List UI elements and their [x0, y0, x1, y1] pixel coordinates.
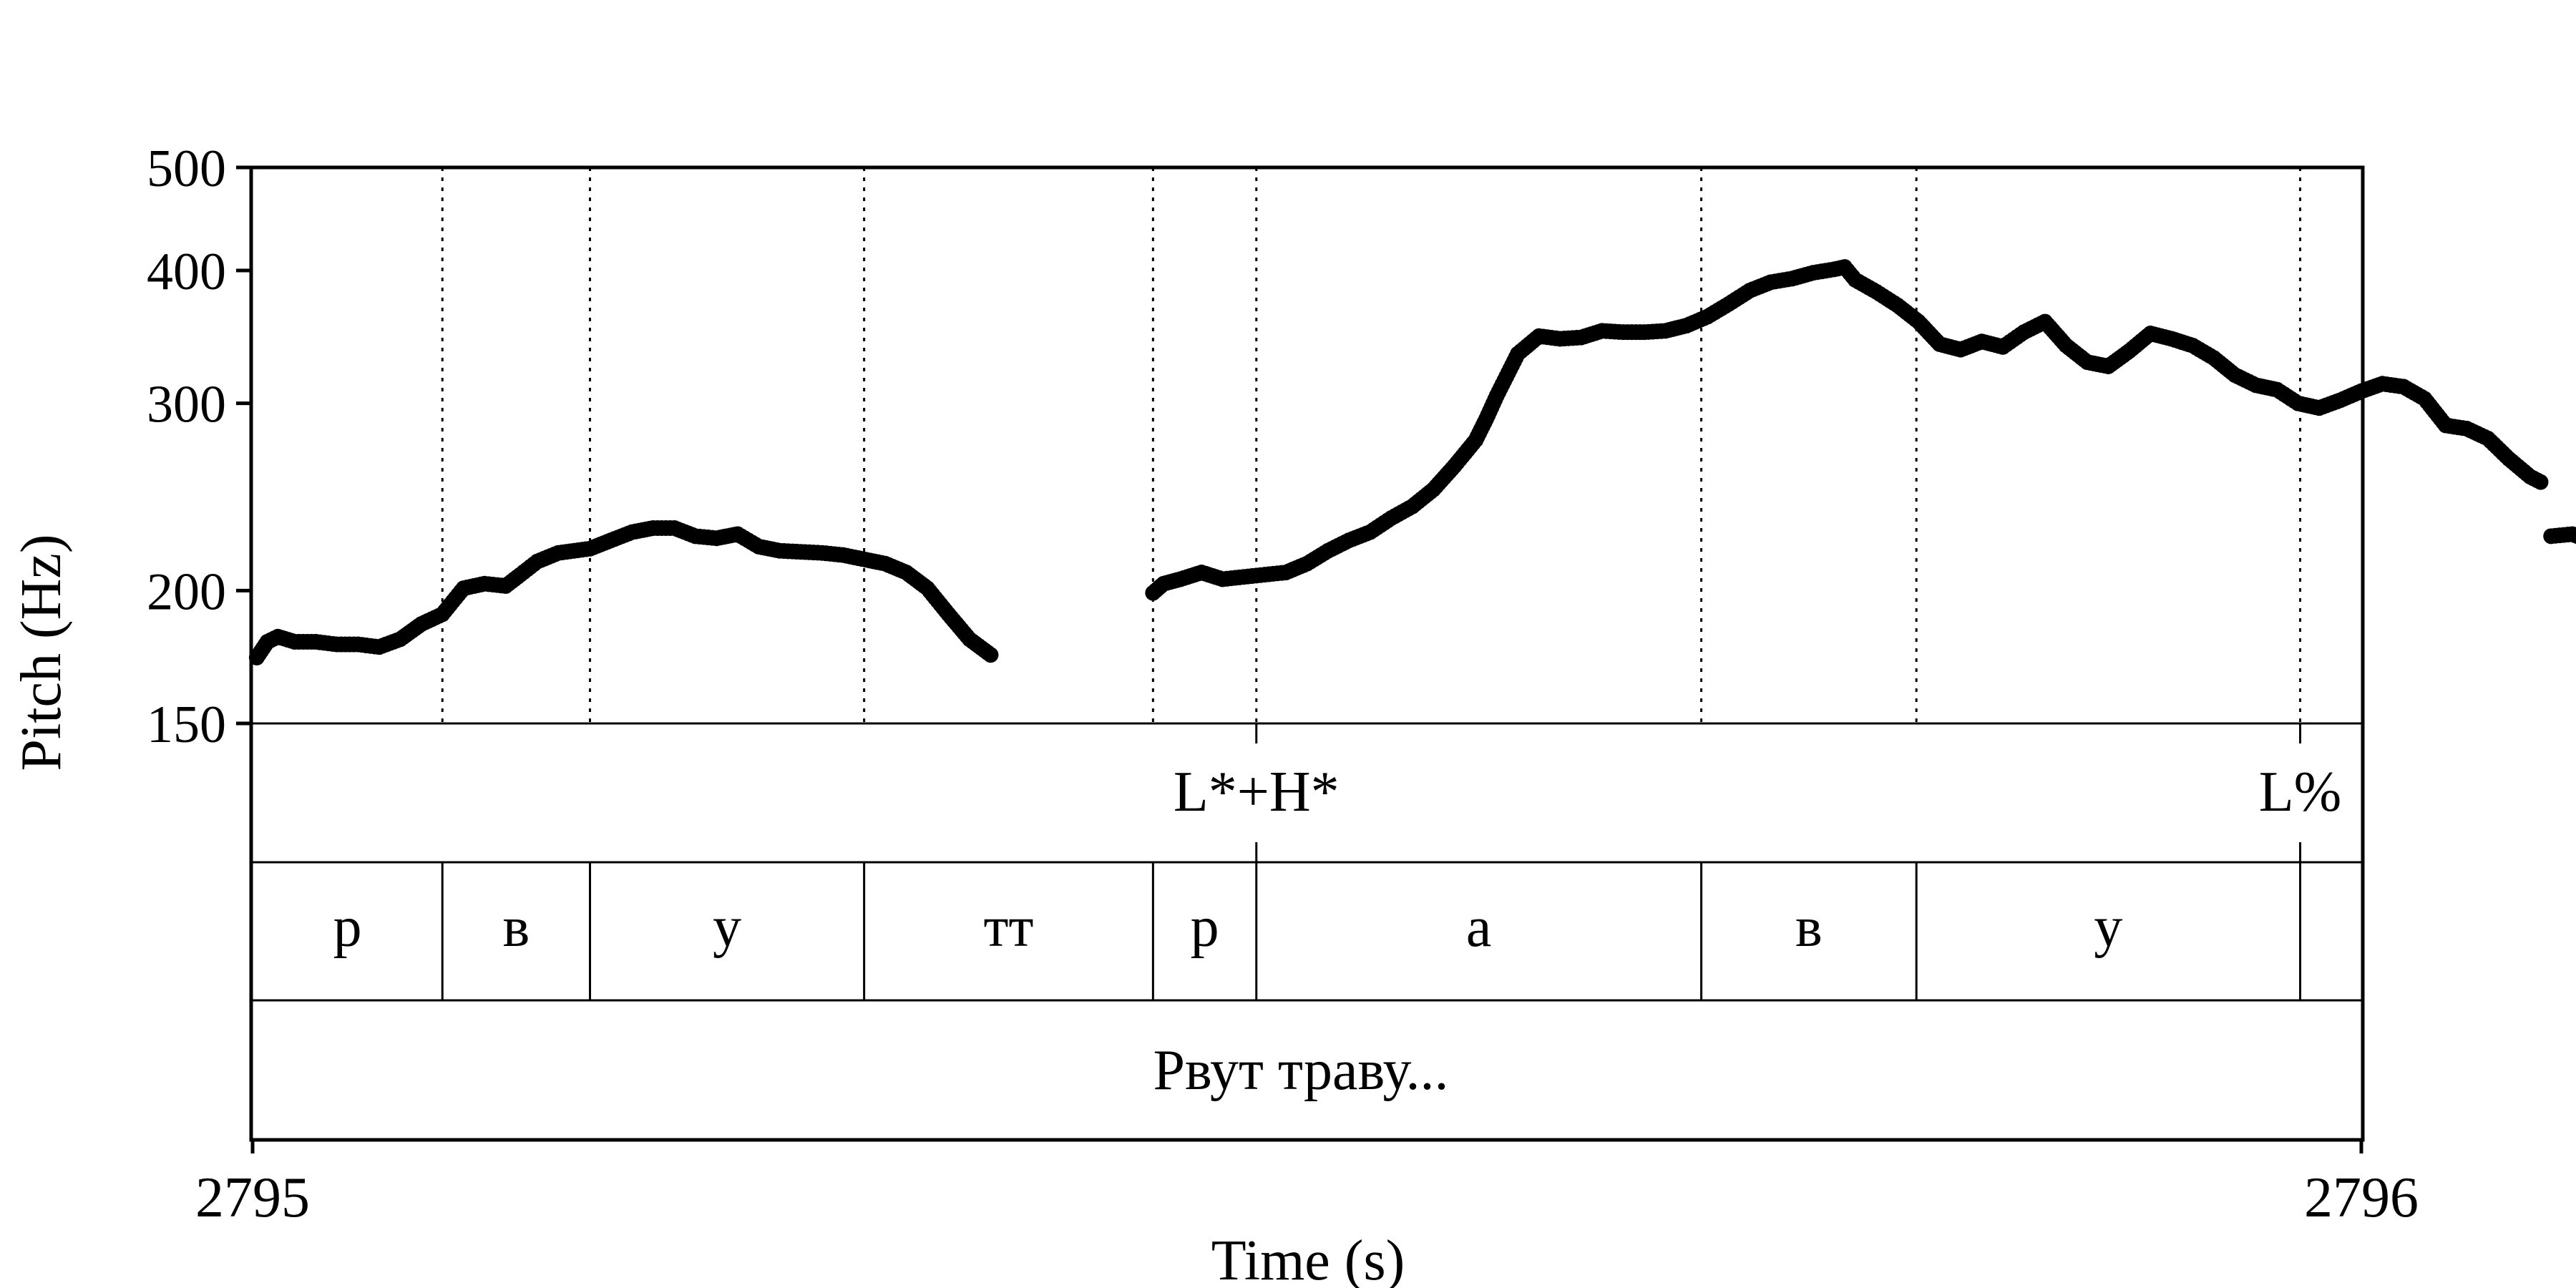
y-axis-label: Pitch (Hz): [10, 534, 73, 771]
y-tick-label-150: 150: [147, 696, 226, 754]
segment-tier: р в у тт р а в у: [333, 862, 2302, 1000]
y-tick-label-500: 500: [147, 140, 226, 198]
pitch-point-625: [2532, 474, 2549, 490]
segment-label-6: в: [1795, 896, 1823, 959]
tone-label-0: L*+H*: [1174, 761, 1340, 824]
segment-label-0: р: [333, 896, 362, 959]
word-tier: Рвут траву...: [1153, 1039, 1449, 1102]
y-axis: 150 200 300 400 500: [147, 140, 251, 754]
boundary-dotted-lines: [441, 167, 2302, 723]
tone-tier: L*+H* L%: [1174, 723, 2341, 862]
segment-label-1: в: [502, 896, 530, 959]
segment-label-3: тт: [984, 896, 1034, 959]
y-tick-label-200: 200: [147, 562, 226, 621]
segment-label-2: у: [713, 896, 741, 959]
y-tick-label-300: 300: [147, 376, 226, 434]
pitch-segment-0: [248, 519, 999, 665]
pitch-point-209: [982, 647, 999, 663]
y-tick-label-400: 400: [147, 243, 226, 301]
tone-label-1: L%: [2259, 761, 2342, 824]
pitch-segment-2: [2543, 526, 2576, 545]
word-label: Рвут траву...: [1153, 1039, 1449, 1102]
segment-label-7: у: [2094, 896, 2122, 959]
x-axis: 2795 2796 Time (s): [195, 1140, 2419, 1288]
x-tick-label-end: 2796: [2304, 1166, 2419, 1229]
pitch-contour: [248, 259, 2576, 665]
plot-frame: [249, 165, 2365, 1142]
segment-label-4: р: [1191, 896, 1219, 959]
pitch-segment-1: [1145, 259, 2549, 601]
figure-frame: [249, 165, 2365, 1142]
x-tick-label-start: 2795: [195, 1166, 310, 1229]
pitch-point-633: [2571, 530, 2576, 545]
segment-label-5: а: [1466, 896, 1492, 959]
x-axis-label: Time (s): [1211, 1229, 1405, 1288]
